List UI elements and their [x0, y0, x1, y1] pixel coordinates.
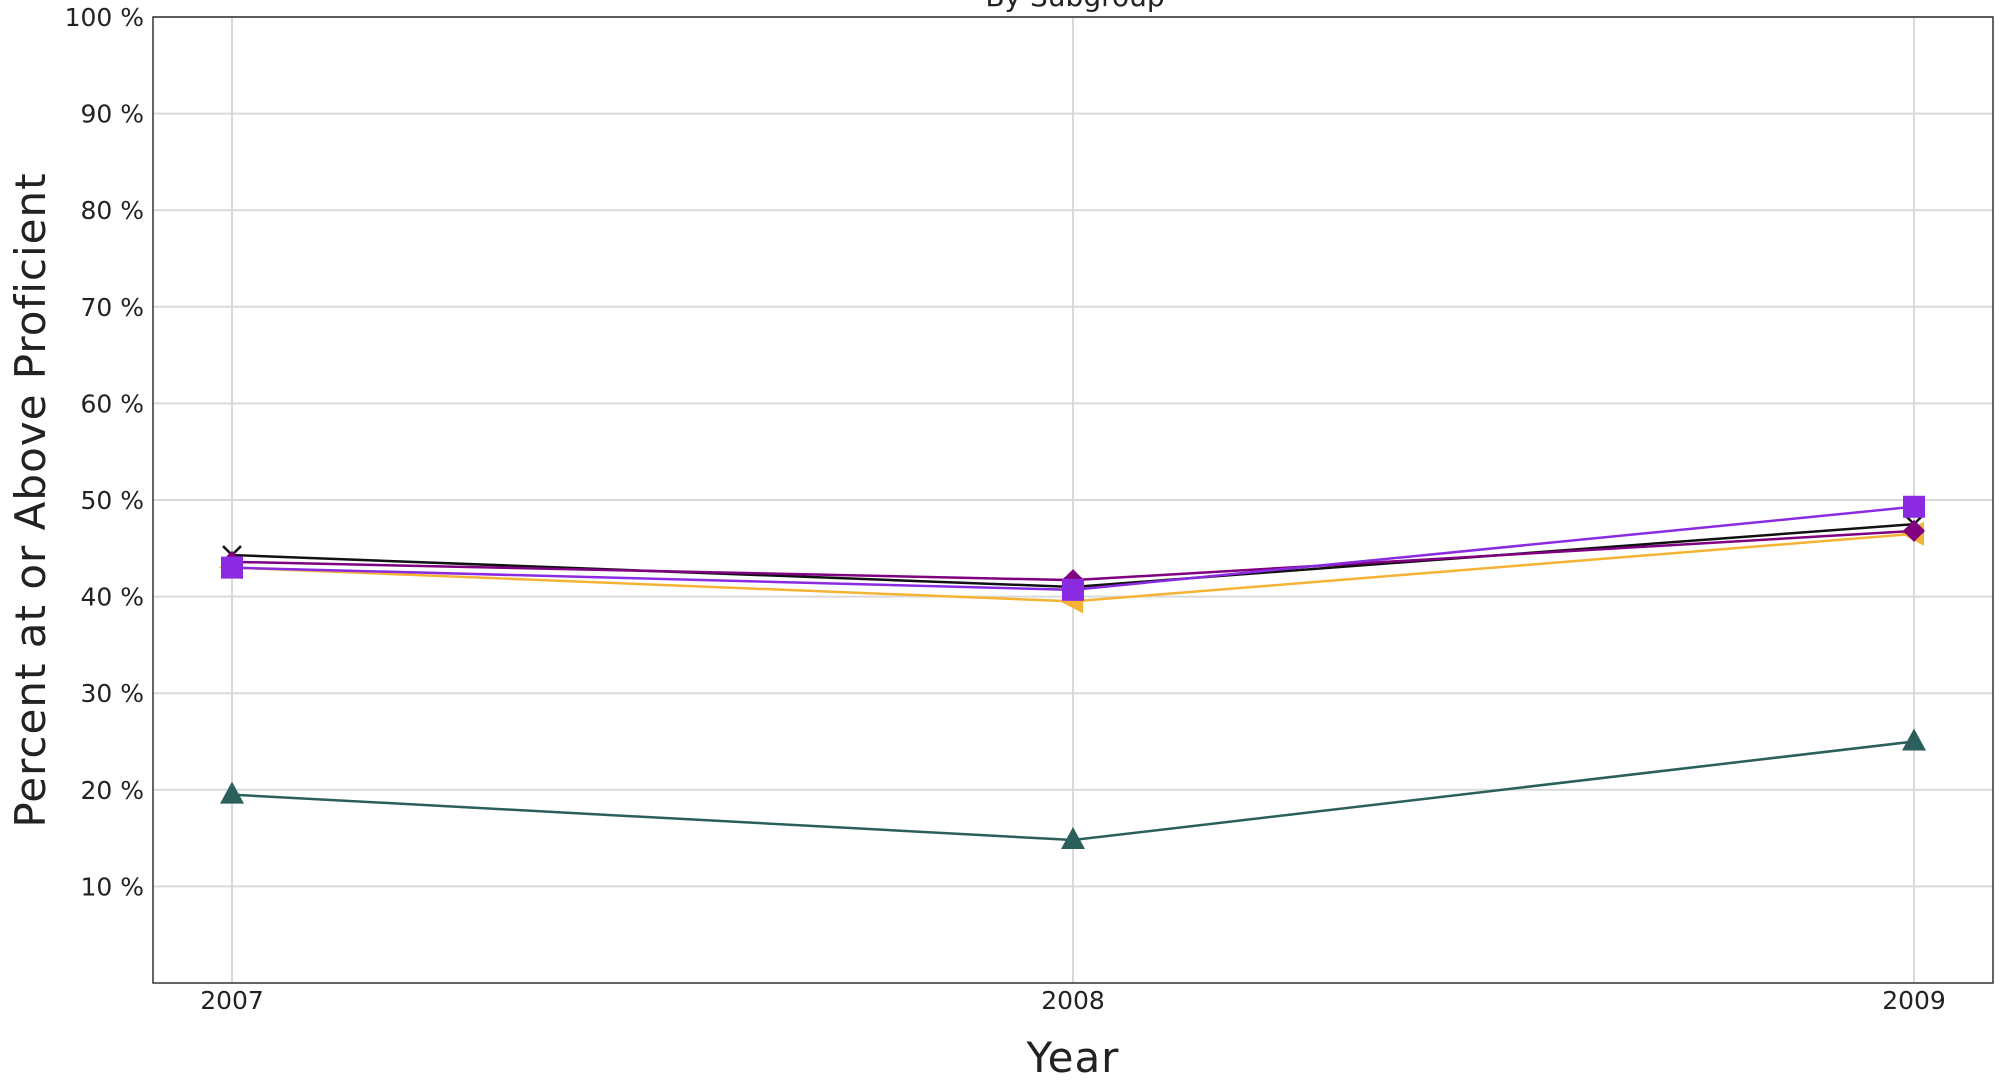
y-tick-label: 80 %	[80, 196, 144, 225]
series-1	[220, 728, 1926, 850]
chart-subtitle: By Subgroup	[985, 0, 1164, 13]
data-point	[1902, 728, 1926, 751]
y-tick-label: 60 %	[80, 389, 144, 418]
y-tick-label: 90 %	[80, 100, 144, 129]
y-tick-label: 10 %	[80, 872, 144, 901]
series-layer	[219, 495, 1926, 850]
plot-frame	[152, 16, 1994, 984]
data-point	[1903, 495, 1925, 518]
data-point	[1061, 827, 1085, 850]
data-point	[1903, 519, 1925, 542]
data-point	[1062, 578, 1084, 601]
x-axis-title: Year	[1026, 1033, 1120, 1081]
x-tick-label: 2007	[200, 986, 264, 1015]
x-tick-label: 2009	[1882, 986, 1946, 1015]
data-point	[220, 781, 244, 804]
data-point	[221, 556, 243, 579]
y-axis-title: Percent at or Above Proficient	[6, 172, 55, 827]
y-tick-label: 40 %	[80, 583, 144, 612]
y-tick-label: 30 %	[80, 679, 144, 708]
y-tick-label: 70 %	[80, 293, 144, 322]
x-tick-label: 2008	[1041, 986, 1105, 1015]
y-tick-label: 100 %	[65, 3, 144, 32]
y-tick-label: 20 %	[80, 776, 144, 805]
series-5	[221, 495, 1925, 601]
x-axis-ticks: 2007 2008 2009	[200, 986, 1946, 1015]
y-axis-ticks: 10 % 20 % 30 % 40 % 50 % 60 % 70 % 80 % 90 % 100 …	[65, 3, 144, 901]
y-tick-label: 50 %	[80, 486, 144, 515]
